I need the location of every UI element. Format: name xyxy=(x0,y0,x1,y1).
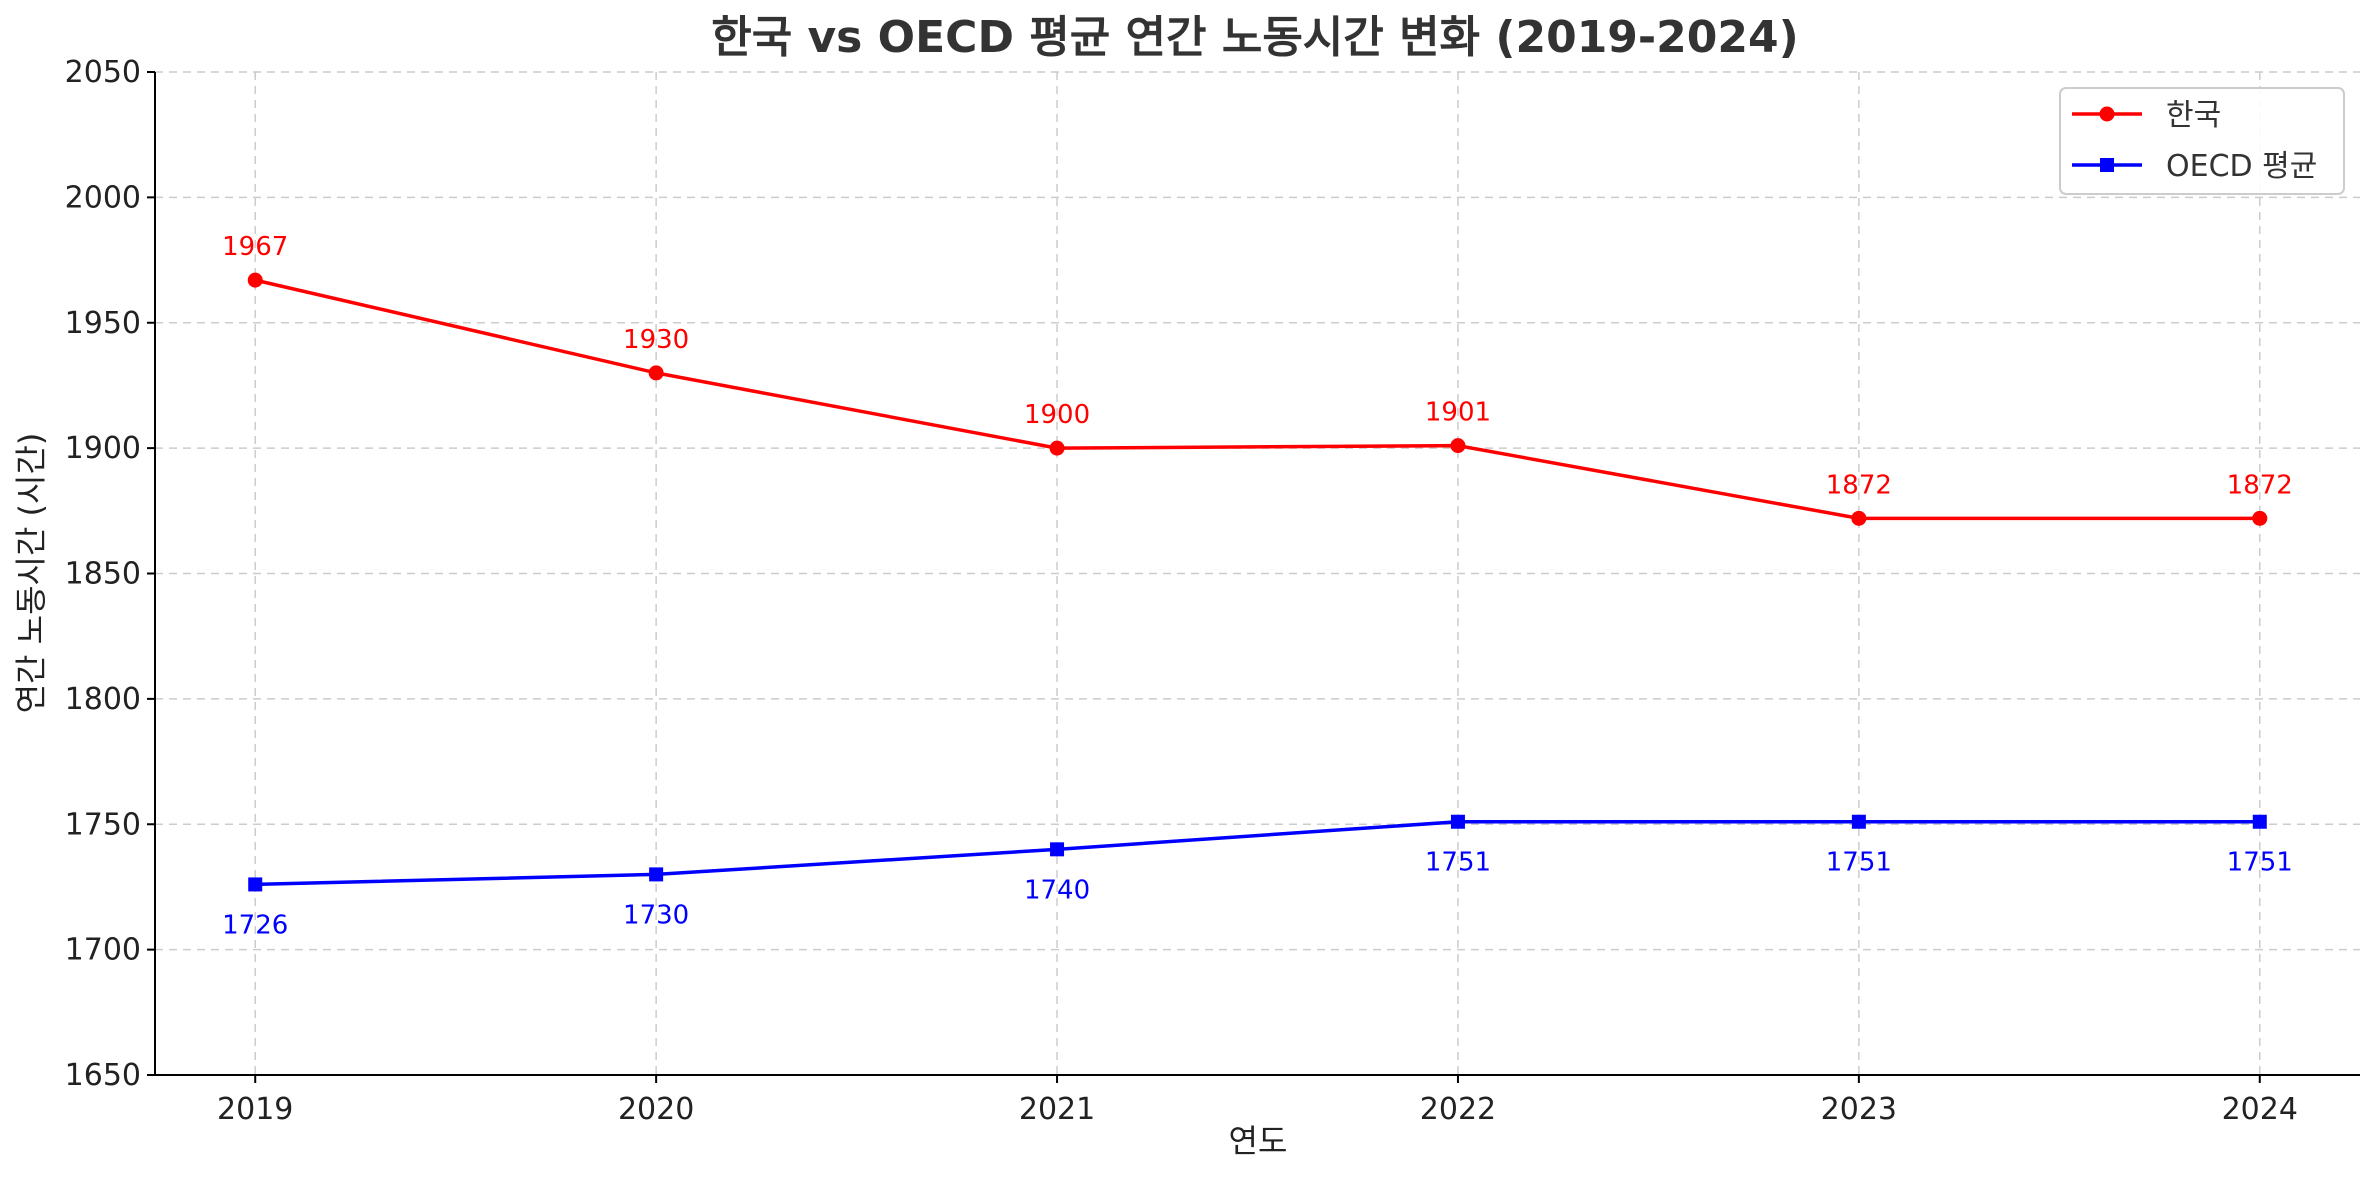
y-tick-label: 1900 xyxy=(65,431,141,466)
y-tick-label: 1850 xyxy=(65,557,141,592)
data-label: 1967 xyxy=(222,232,288,262)
legend-entry-0: 한국 xyxy=(2072,98,2221,133)
legend-marker xyxy=(2099,106,2115,122)
data-label: 1900 xyxy=(1024,400,1090,430)
data-point xyxy=(248,877,263,892)
axes: 1650 1700 1750 1800 1850 1900 1950 2000 2050 2019… xyxy=(65,55,2360,1127)
y-tick-label: 2050 xyxy=(65,55,141,90)
data-point xyxy=(1450,814,1465,829)
x-tick-label: 2021 xyxy=(1019,1092,1095,1127)
data-point xyxy=(1050,842,1065,857)
data-label: 1751 xyxy=(1826,848,1892,878)
data-point xyxy=(648,365,664,381)
data-point xyxy=(1450,438,1466,454)
series-1: 1726 1730 1740 1751 1751 1751 xyxy=(222,814,2293,940)
legend-label: 한국 xyxy=(2166,98,2221,133)
data-label: 1751 xyxy=(2227,848,2293,878)
data-label: 1730 xyxy=(623,900,689,930)
x-tick-label: 2020 xyxy=(618,1092,694,1127)
data-label: 1930 xyxy=(623,325,689,355)
data-label: 1901 xyxy=(1425,398,1491,428)
data-label: 1726 xyxy=(222,910,288,940)
chart-title: 한국 vs OECD 평균 연간 노동시간 변화 (2019-2024) xyxy=(711,12,1799,63)
y-tick-label: 1950 xyxy=(65,306,141,341)
legend: 한국 OECD 평균 xyxy=(2059,87,2345,195)
legend-label: OECD 평균 xyxy=(2166,149,2317,184)
series-0: 1967 1930 1900 1901 1872 1872 xyxy=(222,232,2293,526)
data-label: 1872 xyxy=(2227,470,2293,500)
data-point xyxy=(649,867,664,882)
y-tick-label: 2000 xyxy=(65,180,141,215)
grid-lines xyxy=(155,71,2360,1076)
data-label: 1751 xyxy=(1425,848,1491,878)
x-tick-label: 2024 xyxy=(2222,1092,2298,1127)
y-tick-label: 1650 xyxy=(65,1058,141,1093)
x-tick-label: 2022 xyxy=(1420,1092,1496,1127)
y-tick-label: 1800 xyxy=(65,682,141,717)
data-point xyxy=(1851,510,1867,526)
x-axis-label: 연도 xyxy=(1229,1122,1288,1160)
data-point xyxy=(1049,440,1065,456)
series-line xyxy=(254,278,2260,521)
series-line xyxy=(255,819,2260,887)
data-label: 1872 xyxy=(1826,470,1892,500)
x-tick-label: 2023 xyxy=(1821,1092,1897,1127)
y-tick-label: 1700 xyxy=(65,933,141,968)
data-point xyxy=(247,272,263,288)
data-label: 1740 xyxy=(1024,875,1090,905)
x-tick-label: 2019 xyxy=(217,1092,293,1127)
legend-entry-1: OECD 평균 xyxy=(2072,149,2317,184)
series-layer: 1967 1930 1900 1901 1872 1872 1726 1730 1740 1751… xyxy=(222,232,2293,940)
y-tick-label: 1750 xyxy=(65,807,141,842)
y-axis-label: 연간 노동시간 (시간) xyxy=(12,433,50,714)
data-point xyxy=(2252,814,2267,829)
data-point xyxy=(1851,814,1866,829)
data-point xyxy=(2252,510,2268,526)
legend-marker xyxy=(2100,158,2114,172)
